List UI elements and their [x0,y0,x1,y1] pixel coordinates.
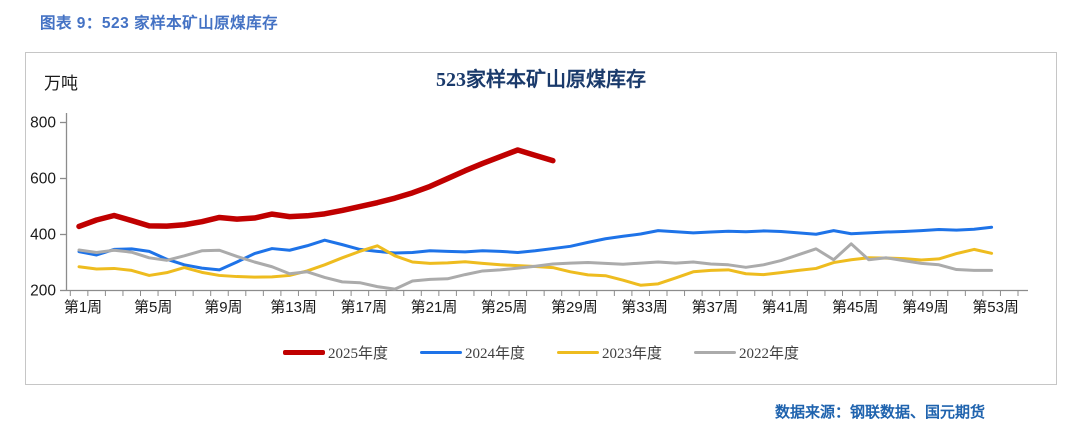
svg-text:第37周: 第37周 [691,298,738,316]
svg-text:第53周: 第53周 [972,298,1019,316]
legend: 2025年度 2024年度 2023年度 2022年度 [26,342,1056,363]
plot-area: 200 400 600 800 第1周 第5周 第9周 第13周 第17周 第21周 第25周 第29… [30,113,1028,316]
svg-text:第9周: 第9周 [204,298,242,316]
svg-text:400: 400 [30,227,56,244]
svg-text:600: 600 [30,171,56,188]
svg-text:第29周: 第29周 [551,298,598,316]
figure-caption: 图表 9：523 家样本矿山原煤库存 [40,15,279,32]
series-line-2024年度 [77,225,994,272]
svg-text:200: 200 [30,283,56,300]
data-source: 数据来源：钢联数据、国元期货 [774,404,985,421]
svg-text:第1周: 第1周 [64,298,102,316]
svg-text:第49周: 第49周 [902,298,949,316]
svg-text:800: 800 [30,115,56,132]
legend-item-2023年度: 2023年度 [557,342,662,363]
series-line-2022年度 [77,242,994,291]
svg-text:第5周: 第5周 [134,298,172,316]
legend-item-2025年度: 2025年度 [282,342,388,363]
chart-title: 523家样本矿山原煤库存 [436,69,646,91]
svg-text:第25周: 第25周 [481,298,528,316]
legend-label: 2024年度 [464,346,525,362]
svg-text:第17周: 第17周 [340,298,387,316]
legend-label: 2025年度 [327,346,388,362]
legend-label: 2022年度 [739,346,800,362]
legend-swatch [419,351,462,354]
svg-text:第41周: 第41周 [762,298,809,316]
legend-item-2022年度: 2022年度 [694,342,799,363]
legend-swatch [694,351,737,354]
svg-text:第45周: 第45周 [832,298,879,316]
y-axis-unit-label: 万吨 [44,74,78,93]
svg-text:第33周: 第33周 [621,298,668,316]
svg-text:第21周: 第21周 [411,298,458,316]
legend-swatch [282,350,325,355]
legend-item-2024年度: 2024年度 [419,342,525,363]
series-line-2025年度 [76,147,556,230]
chart-container: 万吨 523家样本矿山原煤库存 200 400 600 800 第1周 第5周 第9周 第13… [25,52,1057,385]
legend-label: 2023年度 [602,346,663,362]
svg-text:第13周: 第13周 [270,298,317,316]
legend-swatch [557,351,599,354]
